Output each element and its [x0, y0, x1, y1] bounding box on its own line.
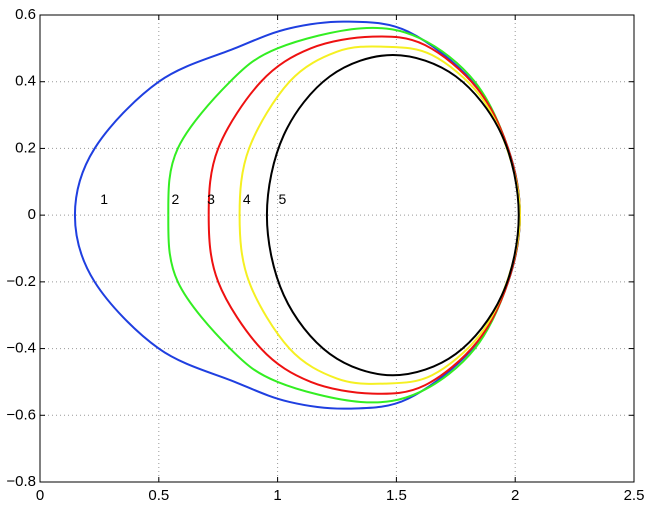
- annotation: 1: [100, 191, 108, 207]
- plot-area: [40, 15, 634, 482]
- y-tick-label: 0: [28, 206, 36, 223]
- y-tick-label: −0.8: [6, 473, 36, 490]
- y-tick-label: −0.6: [6, 406, 36, 423]
- x-tick-label: 2.5: [624, 487, 645, 504]
- y-tick-label: −0.4: [6, 340, 36, 357]
- y-tick-label: 0.4: [15, 73, 36, 90]
- y-tick-label: −0.2: [6, 273, 36, 290]
- x-tick-label: 1.5: [386, 487, 407, 504]
- annotation: 5: [278, 191, 286, 207]
- x-tick-label: 1: [273, 487, 281, 504]
- y-tick-label: 0.2: [15, 139, 36, 156]
- curve: [238, 45, 521, 385]
- curves: [73, 20, 521, 410]
- y-tick-label: 0.6: [15, 6, 36, 23]
- x-tick-label: 2: [511, 487, 519, 504]
- annotation: 4: [243, 191, 251, 207]
- plot-frame: [39, 14, 635, 483]
- curve: [265, 54, 520, 377]
- annotation: 2: [172, 191, 180, 207]
- annotation: 3: [207, 191, 215, 207]
- x-tick-label: 0: [36, 487, 44, 504]
- x-tick-label: 0.5: [148, 487, 169, 504]
